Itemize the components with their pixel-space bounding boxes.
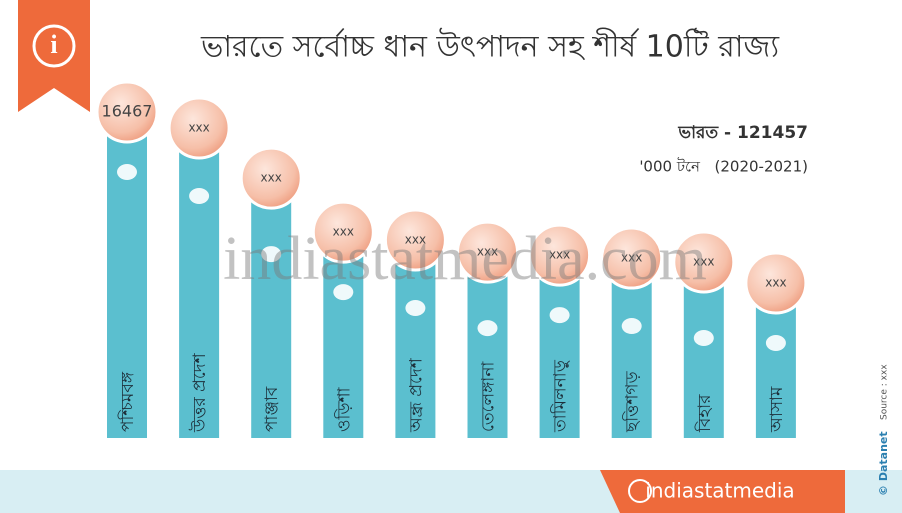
watermark: indiastatmedia.com — [223, 225, 707, 293]
value-bubble — [456, 220, 519, 284]
value-label: 16467 — [102, 102, 153, 121]
state-map — [117, 164, 137, 180]
state-map — [261, 246, 282, 263]
info-i: i — [50, 30, 57, 59]
chart-title: ভারতে সর্বোচ্চ ধান উৎপাদন সহ শীর্ষ 10টি … — [200, 28, 780, 65]
state-map — [693, 330, 714, 347]
value-bubble — [672, 230, 736, 294]
footer-brand: indiastatmedia — [645, 479, 794, 503]
state-map — [189, 187, 210, 204]
category-label: উত্তর প্রদেশ — [189, 352, 210, 433]
unit: '000 টনে — [639, 158, 701, 176]
value-label: xxx — [693, 255, 714, 269]
bookmark — [18, 0, 90, 112]
footer-icon — [628, 479, 652, 503]
value-bubble — [383, 208, 447, 272]
value-bubble — [167, 96, 231, 160]
value-bubble — [528, 223, 592, 287]
state-map — [621, 318, 642, 335]
bar — [251, 178, 292, 438]
value-label: xxx — [477, 245, 498, 259]
value-bubble — [239, 146, 303, 210]
category-label: পাঞ্জাব — [262, 386, 282, 432]
bar — [323, 232, 364, 438]
value-label: xxx — [188, 120, 209, 134]
bar — [395, 240, 436, 438]
footer-accent — [600, 470, 845, 513]
category-label: অন্ধ্র প্রদেশ — [406, 357, 426, 433]
value-bubble — [744, 251, 808, 315]
period: (2020-2021) — [715, 158, 808, 176]
value-bubble — [95, 80, 159, 144]
value-label: xxx — [261, 171, 282, 185]
total: ভারত - 121457 — [677, 123, 808, 143]
category-label: ওড়িশা — [333, 386, 354, 432]
bar — [179, 127, 220, 438]
state-map — [765, 334, 786, 351]
category-label: ছত্তিশগড় — [622, 370, 643, 433]
value-label: xxx — [621, 251, 642, 265]
value-bubble — [600, 226, 664, 290]
source: Source : xxx — [880, 364, 890, 420]
state-map — [405, 300, 426, 317]
state-map — [549, 307, 570, 324]
value-label: xxx — [405, 233, 426, 247]
category-label: আসাম — [767, 386, 787, 433]
value-bubble — [311, 200, 375, 264]
value-label: xxx — [765, 275, 786, 289]
category-label: তামিলনাড়ু — [550, 359, 571, 433]
state-map — [477, 320, 498, 337]
info-icon — [32, 24, 76, 68]
credit: © Datanet — [877, 431, 890, 496]
state-map — [333, 284, 354, 301]
category-label: বিহার — [694, 394, 715, 433]
category-label: তেলেঙ্গানা — [479, 360, 499, 432]
value-label: xxx — [333, 225, 354, 239]
value-label: xxx — [549, 248, 570, 262]
category-label: পশ্চিমবঙ্গ — [117, 371, 138, 432]
